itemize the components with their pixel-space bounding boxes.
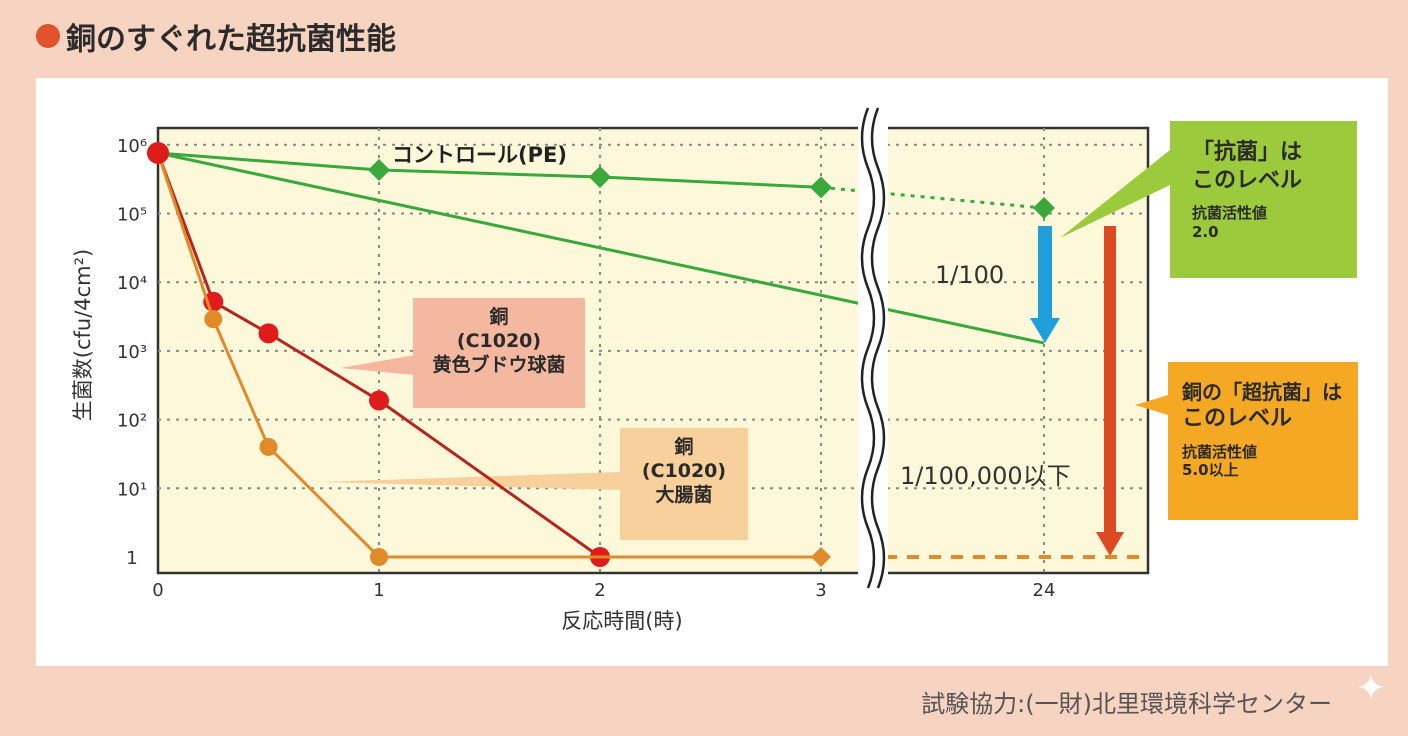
antibacterial-box-line3: 抗菌活性値 bbox=[1192, 204, 1268, 222]
arrow-label-1-100: 1/100 bbox=[935, 261, 1004, 289]
series-2-segment bbox=[212, 300, 270, 335]
series-3-point bbox=[259, 437, 278, 456]
x-axis-label: 反応時間(時) bbox=[561, 609, 682, 633]
series-1-segment bbox=[157, 151, 1045, 345]
series-3-segment bbox=[267, 445, 381, 559]
antibacterial-box-line1: 「抗菌」は bbox=[1192, 140, 1303, 165]
series-0-segment bbox=[820, 185, 1045, 210]
start-point bbox=[147, 141, 169, 164]
series-3-point bbox=[370, 548, 388, 566]
series-2-segment bbox=[267, 332, 380, 402]
y-tick-label: 10⁴ bbox=[117, 273, 147, 294]
y-tick-label: 10³ bbox=[117, 342, 147, 363]
ecoli-label-line3: 大腸菌 bbox=[655, 483, 713, 506]
series-3-segment bbox=[156, 152, 215, 320]
series-2-point bbox=[369, 390, 389, 411]
x-tick-label: 0 bbox=[152, 580, 163, 601]
control-label: コントロール(PE) bbox=[392, 143, 567, 167]
axis-break bbox=[858, 107, 888, 590]
super-box-line1: 銅の「超抗菌」は bbox=[1182, 380, 1342, 404]
super-box-line3: 抗菌活性値 bbox=[1182, 442, 1258, 461]
y-tick-label: 1 bbox=[126, 548, 137, 569]
ecoli-label-box: 銅 (C1020) 大腸菌 bbox=[620, 428, 748, 540]
series-3-point bbox=[204, 310, 223, 329]
arrow-1-100000-icon bbox=[1104, 226, 1116, 536]
footer-credit: 試験協力:(一財)北里環境科学センター bbox=[921, 690, 1332, 718]
series-0-point bbox=[368, 158, 390, 181]
antibacterial-box-line4: 2.0 bbox=[1192, 222, 1219, 241]
arrow-1-100-icon bbox=[1038, 226, 1052, 321]
series-0-point bbox=[810, 176, 832, 199]
chart-title: 銅のすぐれた超抗菌性能 bbox=[36, 14, 396, 58]
super-box-line2: このレベル bbox=[1182, 406, 1293, 431]
super-box-line4: 5.0以上 bbox=[1182, 461, 1239, 480]
staph-label-box: 銅 (C1020) 黄色ブドウ球菌 bbox=[413, 298, 585, 408]
y-tick-label: 10¹ bbox=[117, 479, 147, 500]
title-text: 銅のすぐれた超抗菌性能 bbox=[66, 22, 396, 57]
arrow-1-100-head-icon bbox=[1030, 318, 1060, 343]
series-0-point bbox=[589, 165, 611, 188]
series-0-segment bbox=[157, 151, 380, 172]
series-0-segment bbox=[378, 168, 601, 179]
super-antibacterial-level-box: 銅の「超抗菌」は このレベル 抗菌活性値 5.0以上 bbox=[1168, 362, 1358, 520]
antibacterial-box-line2: このレベル bbox=[1192, 167, 1303, 193]
series-3-point bbox=[811, 547, 831, 567]
y-tick-label: 10⁶ bbox=[117, 136, 147, 157]
sparkle-icon: ✦ bbox=[1355, 668, 1386, 709]
staph-label-line1: 銅 bbox=[489, 306, 509, 328]
staph-label-line3: 黄色ブドウ球菌 bbox=[432, 353, 566, 376]
series-3-segment bbox=[211, 318, 270, 448]
callout-pointer-staph bbox=[340, 355, 415, 375]
bullet-icon bbox=[36, 24, 60, 48]
callout-pointer-antibacterial bbox=[1060, 150, 1170, 238]
series-2-point bbox=[258, 323, 279, 344]
y-tick-label: 10⁵ bbox=[117, 205, 147, 226]
series-0-point bbox=[1033, 197, 1055, 220]
ecoli-label-line2: (C1020) bbox=[641, 459, 727, 482]
x-tick-label: 1 bbox=[373, 580, 384, 601]
callout-pointer-ecoli bbox=[320, 472, 620, 490]
arrow-label-1-100000: 1/100,000以下 bbox=[900, 462, 1071, 490]
ecoli-label-line1: 銅 bbox=[674, 436, 694, 458]
series-0-segment bbox=[599, 175, 822, 189]
staph-label-line2: (C1020) bbox=[456, 329, 542, 352]
x-tick-label: 24 bbox=[1033, 580, 1056, 601]
series-2-segment bbox=[378, 399, 601, 559]
callout-pointer-super bbox=[1135, 395, 1168, 415]
x-tick-label: 3 bbox=[815, 580, 826, 601]
y-axis-label: 生菌数(cfu/4cm²) bbox=[71, 249, 95, 422]
antibacterial-level-box: 「抗菌」は このレベル 抗菌活性値 2.0 bbox=[1170, 121, 1357, 278]
arrow-1-100000-head-icon bbox=[1096, 532, 1124, 556]
x-tick-label: 2 bbox=[594, 580, 605, 601]
y-tick-label: 10² bbox=[117, 411, 147, 432]
